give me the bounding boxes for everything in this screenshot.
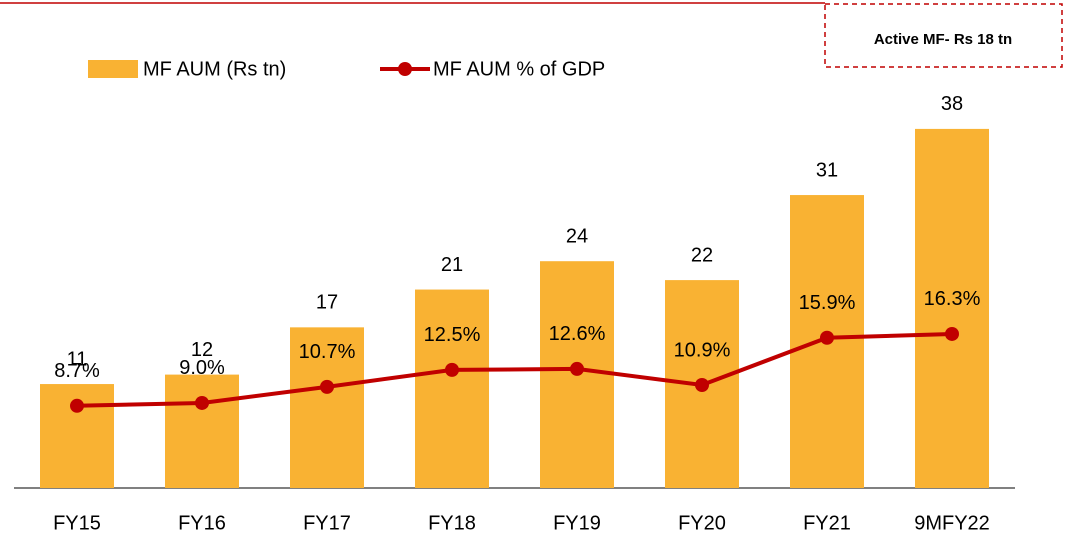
annotation: Active MF- Rs 18 tn <box>874 31 1012 48</box>
x-tick-label: FY20 <box>678 512 726 534</box>
legend-label: MF AUM (Rs tn) <box>143 58 286 80</box>
x-tick-label: FY17 <box>303 512 351 534</box>
bar-value-label: 17 <box>316 292 338 314</box>
bar-value-label: 38 <box>941 93 963 115</box>
line-point <box>820 330 834 345</box>
line-point <box>945 326 959 341</box>
line <box>76 331 953 408</box>
x-tick-label: FY16 <box>178 512 226 534</box>
legend-swatch <box>88 60 138 78</box>
x-tick-label: 9MFY22 <box>914 512 990 534</box>
bar <box>290 327 364 488</box>
line-point <box>570 361 584 376</box>
bar-value-label: 31 <box>816 159 838 181</box>
line-point <box>70 398 84 413</box>
x-tick-label: FY18 <box>428 512 476 534</box>
legend-label: MF AUM % of GDP <box>433 58 605 80</box>
bar-value-label: 24 <box>566 225 588 247</box>
line-value-label: 12.5% <box>424 324 481 346</box>
bar <box>165 374 239 488</box>
bar <box>915 128 989 488</box>
x-tick-label: FY19 <box>553 512 601 534</box>
line-value-label: 16.3% <box>924 288 981 310</box>
line-point <box>445 362 459 377</box>
line-value-label: 15.9% <box>799 292 856 314</box>
line-value-label: 8.7% <box>54 360 100 382</box>
bar-value-label: 11 <box>67 348 88 370</box>
line-value-label: 12.6% <box>549 323 606 345</box>
legend-swatch <box>398 62 412 76</box>
line-point <box>195 395 209 410</box>
line-value-label: 10.9% <box>674 339 731 361</box>
annotation-box <box>824 3 1063 68</box>
bar-value-label: 22 <box>691 244 713 266</box>
x-tick-label: FY15 <box>53 512 101 534</box>
bar <box>415 289 489 488</box>
bar-value-label: 21 <box>441 254 463 276</box>
line-value-label: 9.0% <box>179 357 225 379</box>
line-point <box>695 377 709 392</box>
line-point <box>320 379 334 394</box>
x-tick-label: FY21 <box>803 512 851 534</box>
bar-value-label: 12 <box>191 339 213 361</box>
line-value-label: 10.7% <box>299 341 356 363</box>
